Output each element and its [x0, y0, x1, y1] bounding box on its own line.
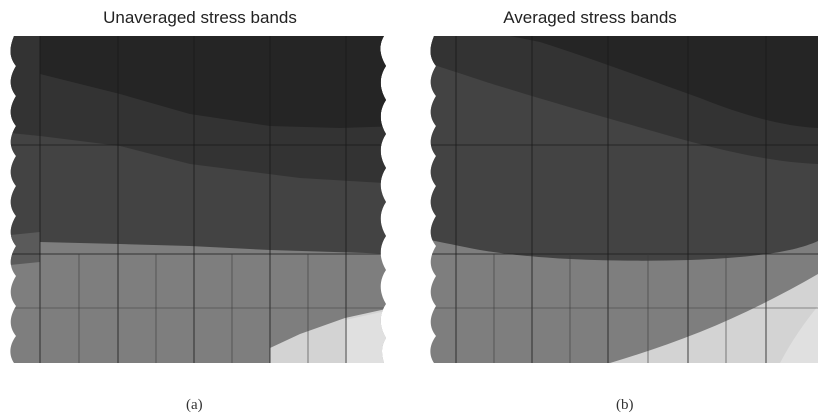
- band-light-corner: [780, 306, 818, 363]
- mesh-grid-fine: [430, 254, 818, 363]
- band-darkest: [40, 36, 386, 128]
- stress-band-plot-averaged: [430, 36, 818, 363]
- band-edge-left: [10, 232, 40, 266]
- panel-caption: (b): [616, 397, 634, 413]
- mesh-grid: [430, 36, 818, 363]
- band-darkest: [510, 36, 818, 128]
- mesh-grid: [10, 36, 386, 363]
- panel-caption: (a): [186, 397, 203, 413]
- band-light-corner: [345, 308, 386, 363]
- mesh-grid-fine: [10, 254, 386, 363]
- panel-title: Unaveraged stress bands: [103, 8, 297, 27]
- panel-averaged: Averaged stress bands: [420, 0, 818, 420]
- panel-unaveraged: Unaveraged stress bands: [0, 0, 400, 420]
- panel-title: Averaged stress bands: [503, 8, 677, 27]
- stress-band-plot-unaveraged: [10, 36, 386, 363]
